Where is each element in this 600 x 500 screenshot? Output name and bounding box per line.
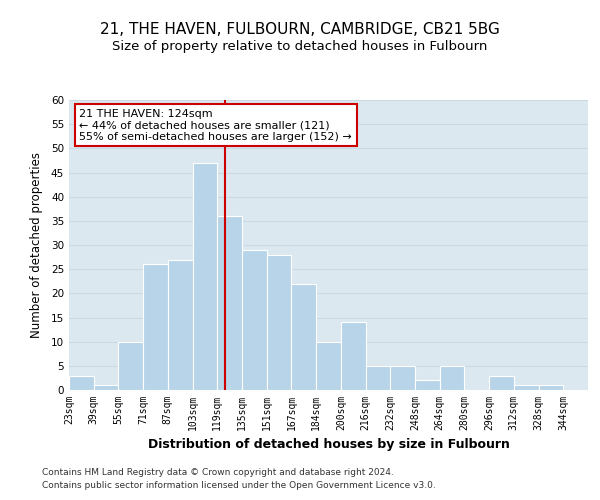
- Bar: [341, 322, 365, 390]
- Bar: [390, 366, 415, 390]
- Bar: [217, 216, 242, 390]
- Bar: [415, 380, 440, 390]
- Bar: [143, 264, 168, 390]
- Bar: [292, 284, 316, 390]
- Bar: [365, 366, 390, 390]
- Bar: [316, 342, 341, 390]
- Bar: [94, 385, 118, 390]
- Bar: [168, 260, 193, 390]
- Text: Contains public sector information licensed under the Open Government Licence v3: Contains public sector information licen…: [42, 480, 436, 490]
- Bar: [118, 342, 143, 390]
- Bar: [69, 376, 94, 390]
- Bar: [440, 366, 464, 390]
- Text: 21, THE HAVEN, FULBOURN, CAMBRIDGE, CB21 5BG: 21, THE HAVEN, FULBOURN, CAMBRIDGE, CB21…: [100, 22, 500, 38]
- Bar: [193, 163, 217, 390]
- Bar: [489, 376, 514, 390]
- Bar: [267, 254, 292, 390]
- Y-axis label: Number of detached properties: Number of detached properties: [29, 152, 43, 338]
- X-axis label: Distribution of detached houses by size in Fulbourn: Distribution of detached houses by size …: [148, 438, 509, 452]
- Bar: [514, 385, 539, 390]
- Text: 21 THE HAVEN: 124sqm
← 44% of detached houses are smaller (121)
55% of semi-deta: 21 THE HAVEN: 124sqm ← 44% of detached h…: [79, 108, 352, 142]
- Bar: [539, 385, 563, 390]
- Text: Size of property relative to detached houses in Fulbourn: Size of property relative to detached ho…: [112, 40, 488, 53]
- Bar: [242, 250, 267, 390]
- Text: Contains HM Land Registry data © Crown copyright and database right 2024.: Contains HM Land Registry data © Crown c…: [42, 468, 394, 477]
